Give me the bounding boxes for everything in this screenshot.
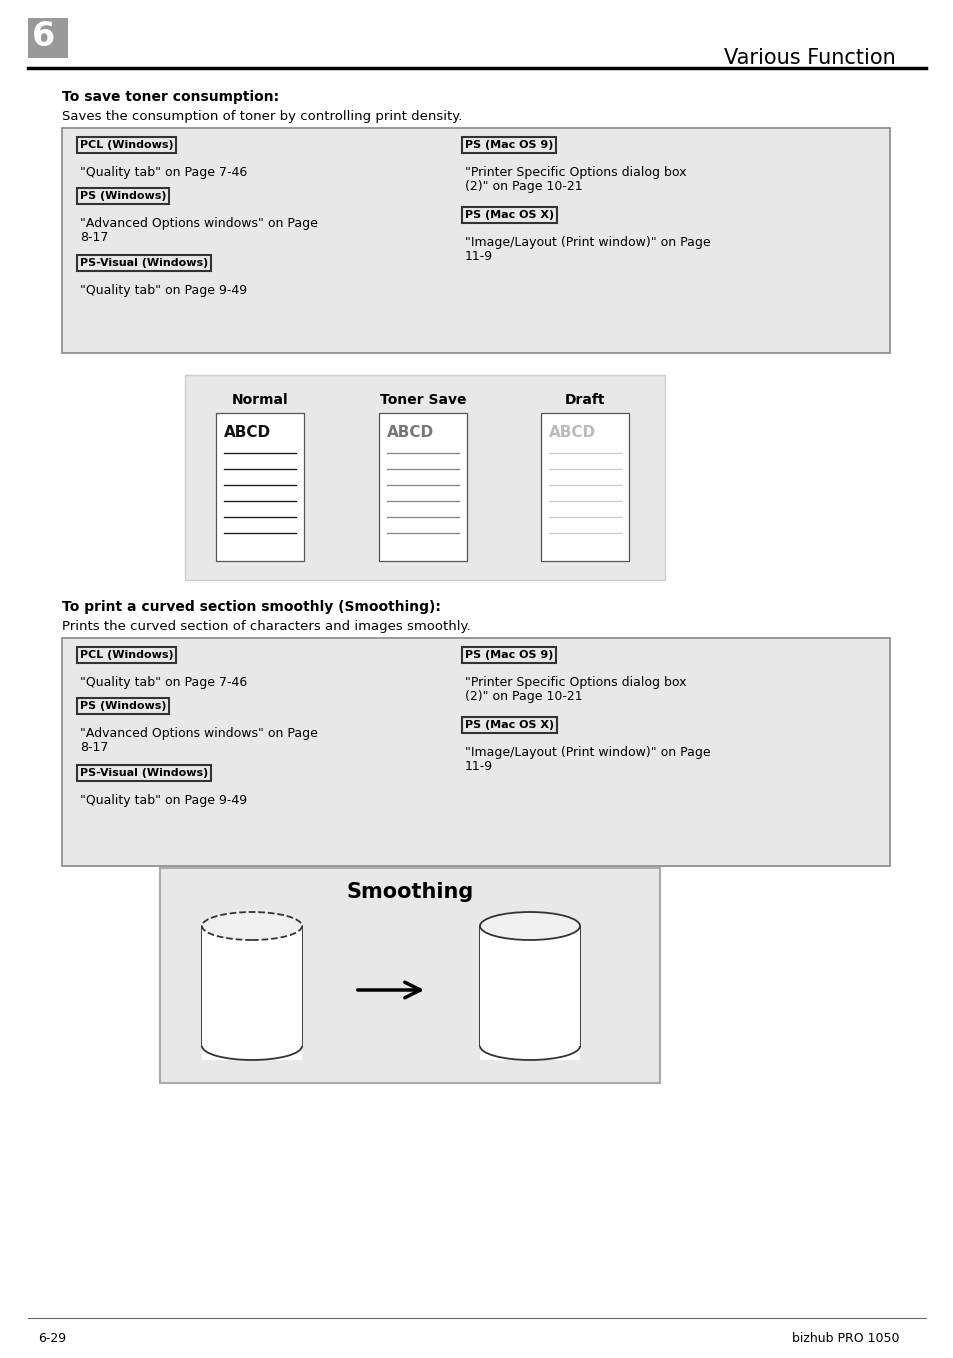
Text: "Printer Specific Options dialog box: "Printer Specific Options dialog box	[464, 676, 686, 689]
Text: PS (Mac OS X): PS (Mac OS X)	[464, 210, 554, 220]
Text: PS-Visual (Windows): PS-Visual (Windows)	[80, 769, 208, 778]
Text: Toner Save: Toner Save	[379, 392, 466, 407]
Text: Saves the consumption of toner by controlling print density.: Saves the consumption of toner by contro…	[62, 110, 462, 124]
Text: "Quality tab" on Page 9-49: "Quality tab" on Page 9-49	[80, 284, 247, 297]
Text: PS (Mac OS 9): PS (Mac OS 9)	[464, 140, 553, 149]
Text: PS (Mac OS 9): PS (Mac OS 9)	[464, 650, 553, 660]
Text: 11-9: 11-9	[464, 760, 493, 773]
Bar	[479, 1032, 579, 1046]
Text: Prints the curved section of characters and images smoothly.: Prints the curved section of characters …	[62, 621, 470, 633]
Text: "Quality tab" on Page 7-46: "Quality tab" on Page 7-46	[80, 166, 247, 179]
Text: (2)" on Page 10-21: (2)" on Page 10-21	[464, 690, 582, 703]
Text: "Image/Layout (Print window)" on Page: "Image/Layout (Print window)" on Page	[464, 746, 710, 759]
Text: Smoothing: Smoothing	[346, 881, 473, 902]
Text: ABCD: ABCD	[387, 425, 434, 440]
Text: 6-29: 6-29	[38, 1332, 66, 1344]
Bar	[215, 413, 304, 561]
Text: Normal: Normal	[232, 392, 288, 407]
Text: 11-9: 11-9	[464, 250, 493, 263]
Bar	[62, 128, 889, 353]
Ellipse shape	[479, 913, 579, 940]
Bar	[28, 18, 68, 58]
Text: PS-Visual (Windows): PS-Visual (Windows)	[80, 258, 208, 268]
Text: 8-17: 8-17	[80, 231, 109, 244]
Text: bizhub PRO 1050: bizhub PRO 1050	[792, 1332, 899, 1344]
Text: "Image/Layout (Print window)" on Page: "Image/Layout (Print window)" on Page	[464, 236, 710, 249]
Bar	[540, 413, 628, 561]
Text: 6: 6	[32, 20, 55, 53]
Text: 8-17: 8-17	[80, 741, 109, 754]
Text: (2)" on Page 10-21: (2)" on Page 10-21	[464, 181, 582, 193]
Bar	[479, 926, 579, 1061]
Text: "Advanced Options windows" on Page: "Advanced Options windows" on Page	[80, 727, 317, 740]
Bar	[62, 638, 889, 866]
Ellipse shape	[202, 913, 302, 940]
Text: "Printer Specific Options dialog box: "Printer Specific Options dialog box	[464, 166, 686, 179]
Bar	[160, 868, 659, 1082]
Bar	[202, 926, 302, 1061]
Bar	[378, 413, 467, 561]
Text: Various Function: Various Function	[723, 48, 895, 68]
Text: To save toner consumption:: To save toner consumption:	[62, 90, 279, 105]
Text: PCL (Windows): PCL (Windows)	[80, 650, 173, 660]
Text: To print a curved section smoothly (Smoothing):: To print a curved section smoothly (Smoo…	[62, 600, 440, 614]
Text: PCL (Windows): PCL (Windows)	[80, 140, 173, 149]
Text: PS (Windows): PS (Windows)	[80, 191, 167, 201]
Text: "Quality tab" on Page 9-49: "Quality tab" on Page 9-49	[80, 794, 247, 807]
Text: Draft: Draft	[564, 392, 604, 407]
Text: "Advanced Options windows" on Page: "Advanced Options windows" on Page	[80, 217, 317, 230]
Text: ABCD: ABCD	[548, 425, 596, 440]
Text: "Quality tab" on Page 7-46: "Quality tab" on Page 7-46	[80, 676, 247, 689]
Bar	[185, 375, 664, 580]
Ellipse shape	[202, 1032, 302, 1061]
Ellipse shape	[479, 1032, 579, 1061]
Text: PS (Windows): PS (Windows)	[80, 701, 167, 712]
Bar	[202, 1032, 302, 1046]
Text: ABCD: ABCD	[224, 425, 271, 440]
Text: PS (Mac OS X): PS (Mac OS X)	[464, 720, 554, 731]
